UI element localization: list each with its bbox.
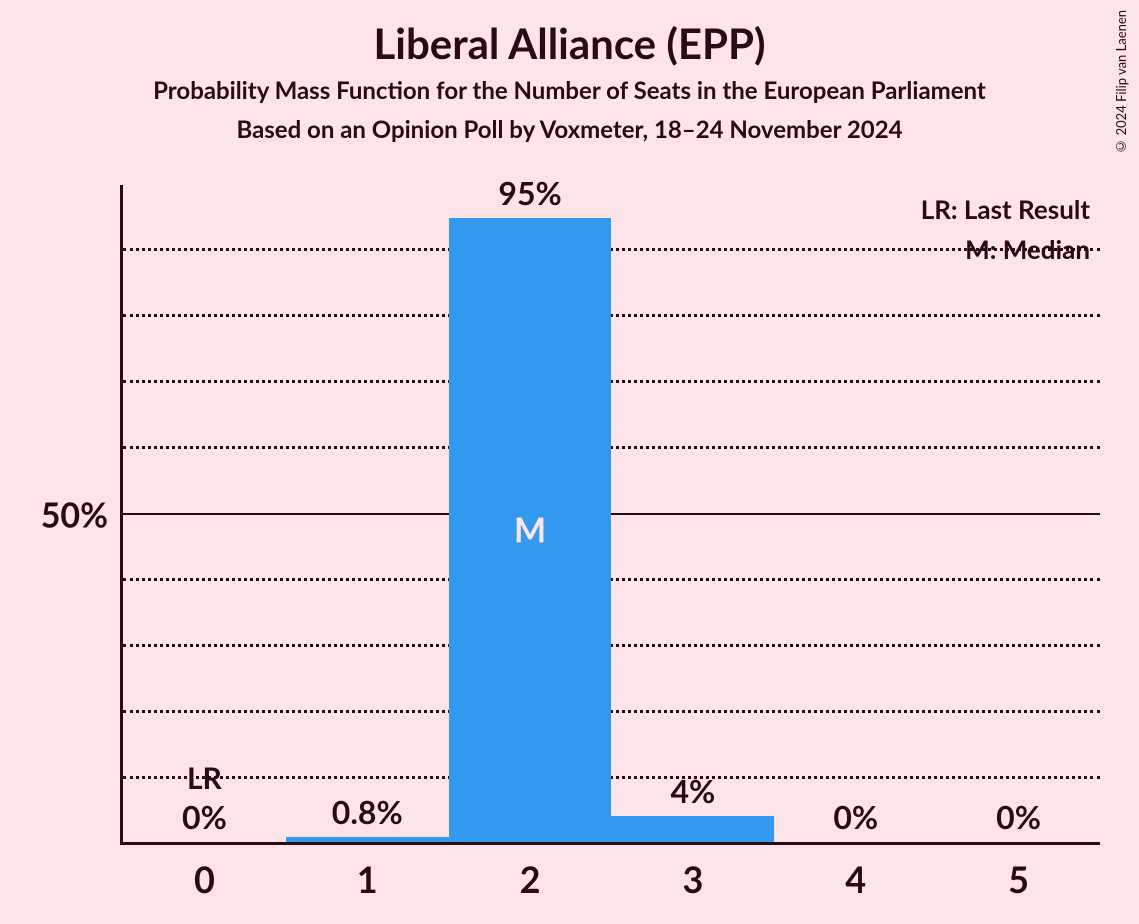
bar-median-marker: M [514, 509, 546, 550]
bar-last-result-marker: LR [187, 760, 222, 796]
bar: 0.8% [286, 837, 449, 842]
bar-value-label: 0% [182, 797, 227, 836]
x-axis [120, 842, 1100, 845]
bar-slot: 0% [937, 185, 1100, 842]
y-axis-label-50: 50% [41, 495, 108, 536]
bar-value-label: 95% [498, 173, 561, 212]
title-block: Liberal Alliance (EPP) Probability Mass … [0, 0, 1139, 144]
x-axis-label: 0 [123, 857, 286, 901]
chart-subtitle-1: Probability Mass Function for the Number… [0, 76, 1139, 105]
x-axis-label: 5 [937, 857, 1100, 901]
x-axis-label: 3 [611, 857, 774, 901]
bars-container: 0%LR0.8%95%M4%0%0% [123, 185, 1100, 842]
bar-chart: LR: Last Result M: Median 50% 0%LR0.8%95… [120, 185, 1100, 845]
bar-value-label: 0% [833, 797, 878, 836]
bar: 4% [611, 816, 774, 842]
x-axis-label: 4 [774, 857, 937, 901]
x-axis-label: 2 [449, 857, 612, 901]
bar-slot: 4% [611, 185, 774, 842]
plot-area: LR: Last Result M: Median 50% 0%LR0.8%95… [120, 185, 1100, 845]
x-axis-labels: 012345 [123, 857, 1100, 901]
bar: 95%M [449, 218, 612, 842]
bar-value-label: 0% [996, 797, 1041, 836]
bar-slot: 0%LR [123, 185, 286, 842]
x-axis-label: 1 [286, 857, 449, 901]
bar-slot: 95%M [449, 185, 612, 842]
copyright-text: © 2024 Filip van Laenen [1113, 10, 1129, 155]
chart-title: Liberal Alliance (EPP) [0, 18, 1139, 68]
bar-slot: 0% [774, 185, 937, 842]
bar-value-label: 0.8% [332, 792, 403, 831]
bar-value-label: 4% [670, 771, 715, 810]
bar-slot: 0.8% [286, 185, 449, 842]
chart-subtitle-2: Based on an Opinion Poll by Voxmeter, 18… [0, 115, 1139, 144]
